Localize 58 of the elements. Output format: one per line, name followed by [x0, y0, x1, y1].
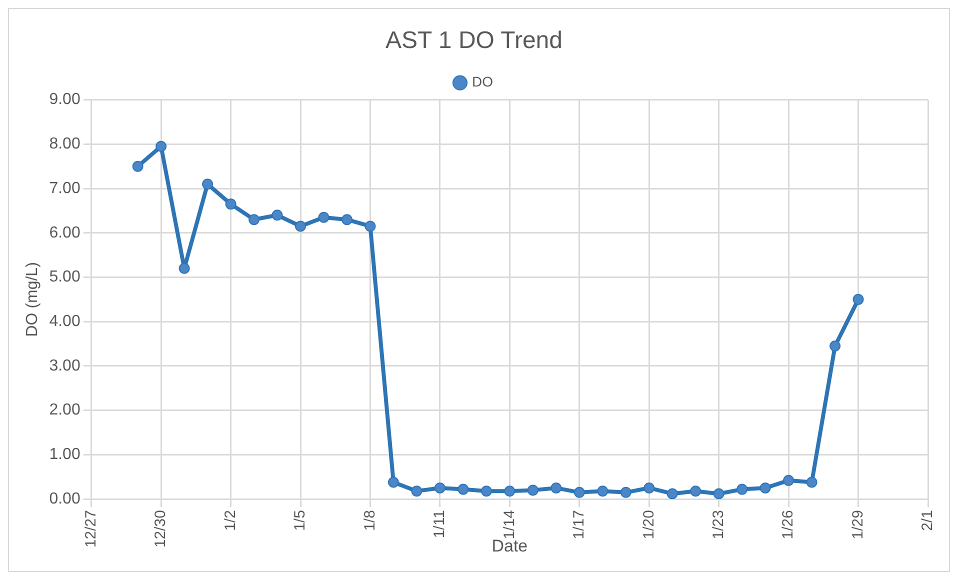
- point: [783, 474, 794, 486]
- point: [295, 220, 306, 232]
- point: [178, 262, 190, 274]
- point: [504, 486, 516, 497]
- x-tick-label: 1/29: [849, 510, 866, 540]
- x-tick-label: 1/26: [780, 510, 797, 540]
- point: [411, 486, 422, 497]
- x-tick-label: 1/17: [570, 510, 588, 540]
- y-tick-label: 2.00: [49, 402, 80, 419]
- x-tick-label: 1/20: [640, 510, 658, 540]
- point: [341, 214, 352, 226]
- point: [364, 220, 376, 232]
- point: [202, 178, 214, 190]
- point: [620, 486, 632, 498]
- point: [225, 198, 236, 210]
- point: [388, 476, 399, 488]
- point: [458, 484, 469, 495]
- legend-label: DO: [472, 74, 494, 90]
- x-tick-label: 1/8: [361, 510, 378, 531]
- point: [852, 294, 864, 305]
- x-tick-label: 1/2: [222, 510, 239, 531]
- x-tick-label: 1/11: [431, 510, 448, 538]
- point: [550, 482, 562, 494]
- y-tick-label: 3.00: [49, 357, 80, 374]
- x-tick-label: 12/27: [82, 510, 100, 548]
- y-tick-label: 9.00: [49, 91, 80, 108]
- point: [434, 482, 446, 494]
- point: [690, 486, 702, 497]
- point: [644, 482, 655, 494]
- y-tick-label: 6.00: [49, 224, 80, 242]
- point: [480, 486, 492, 497]
- y-tick-label: 4.00: [49, 313, 80, 330]
- point: [527, 484, 538, 496]
- y-axis-title: DO (mg/L): [24, 262, 42, 337]
- point: [248, 214, 260, 226]
- point: [574, 486, 585, 498]
- point: [666, 488, 678, 500]
- y-tick-label: 0.00: [49, 490, 80, 508]
- x-tick-label: 1/14: [500, 510, 518, 540]
- point: [272, 210, 283, 221]
- point: [736, 484, 748, 495]
- point: [156, 140, 167, 152]
- chart-title: AST 1 DO Trend: [386, 27, 562, 54]
- point: [597, 486, 608, 497]
- x-tick-label: 2/1: [919, 510, 936, 531]
- y-tick-label: 7.00: [49, 180, 80, 197]
- y-tick-label: 8.00: [49, 136, 80, 153]
- point: [806, 476, 818, 488]
- point: [760, 482, 771, 494]
- y-tick-label: 5.00: [49, 268, 80, 286]
- x-tick-label: 12/30: [152, 510, 170, 548]
- x-tick-label: 1/5: [292, 510, 309, 531]
- point: [132, 160, 144, 172]
- x-tick-label: 1/23: [710, 510, 727, 540]
- y-tick-label: 1.00: [49, 446, 80, 464]
- point: [830, 340, 841, 352]
- point: [713, 488, 724, 500]
- point: [318, 212, 330, 223]
